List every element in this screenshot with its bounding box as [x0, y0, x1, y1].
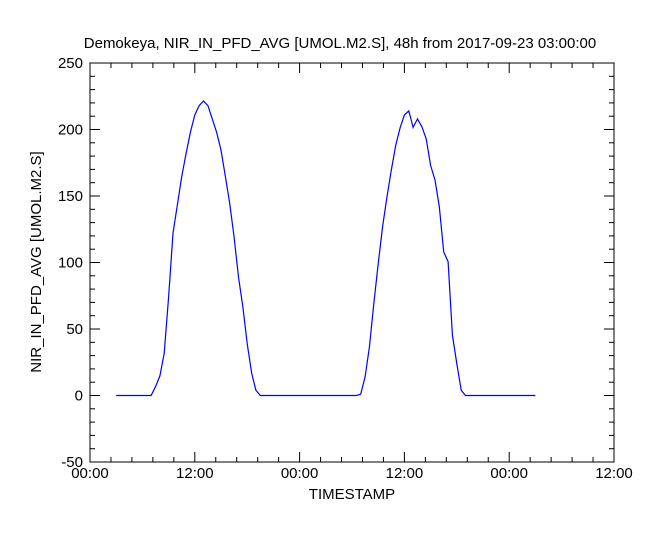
- x-tick-label: 12:00: [595, 465, 633, 482]
- y-tick-label: 100: [58, 255, 83, 272]
- data-series-line: [116, 100, 536, 397]
- y-tick-label: 50: [66, 321, 83, 338]
- x-tick-label: 00:00: [490, 465, 528, 482]
- y-tick-label: 250: [58, 55, 83, 72]
- y-tick-label: -50: [61, 454, 83, 471]
- y-tick-label: 150: [58, 188, 83, 205]
- y-tick-label: 200: [58, 122, 83, 139]
- y-tick-label: 0: [75, 388, 83, 405]
- plot-frame: [89, 62, 615, 463]
- x-tick-label: 12:00: [176, 465, 214, 482]
- x-axis-label: TIMESTAMP: [309, 486, 395, 503]
- x-tick-label: 00:00: [71, 465, 109, 482]
- chart-title: Demokeya, NIR_IN_PFD_AVG [UMOL.M2.S], 48…: [84, 35, 596, 52]
- x-tick-label: 00:00: [281, 465, 319, 482]
- x-tick-label: 12:00: [386, 465, 424, 482]
- y-axis-label: NIR_IN_PFD_AVG [UMOL.M2.S]: [28, 151, 45, 372]
